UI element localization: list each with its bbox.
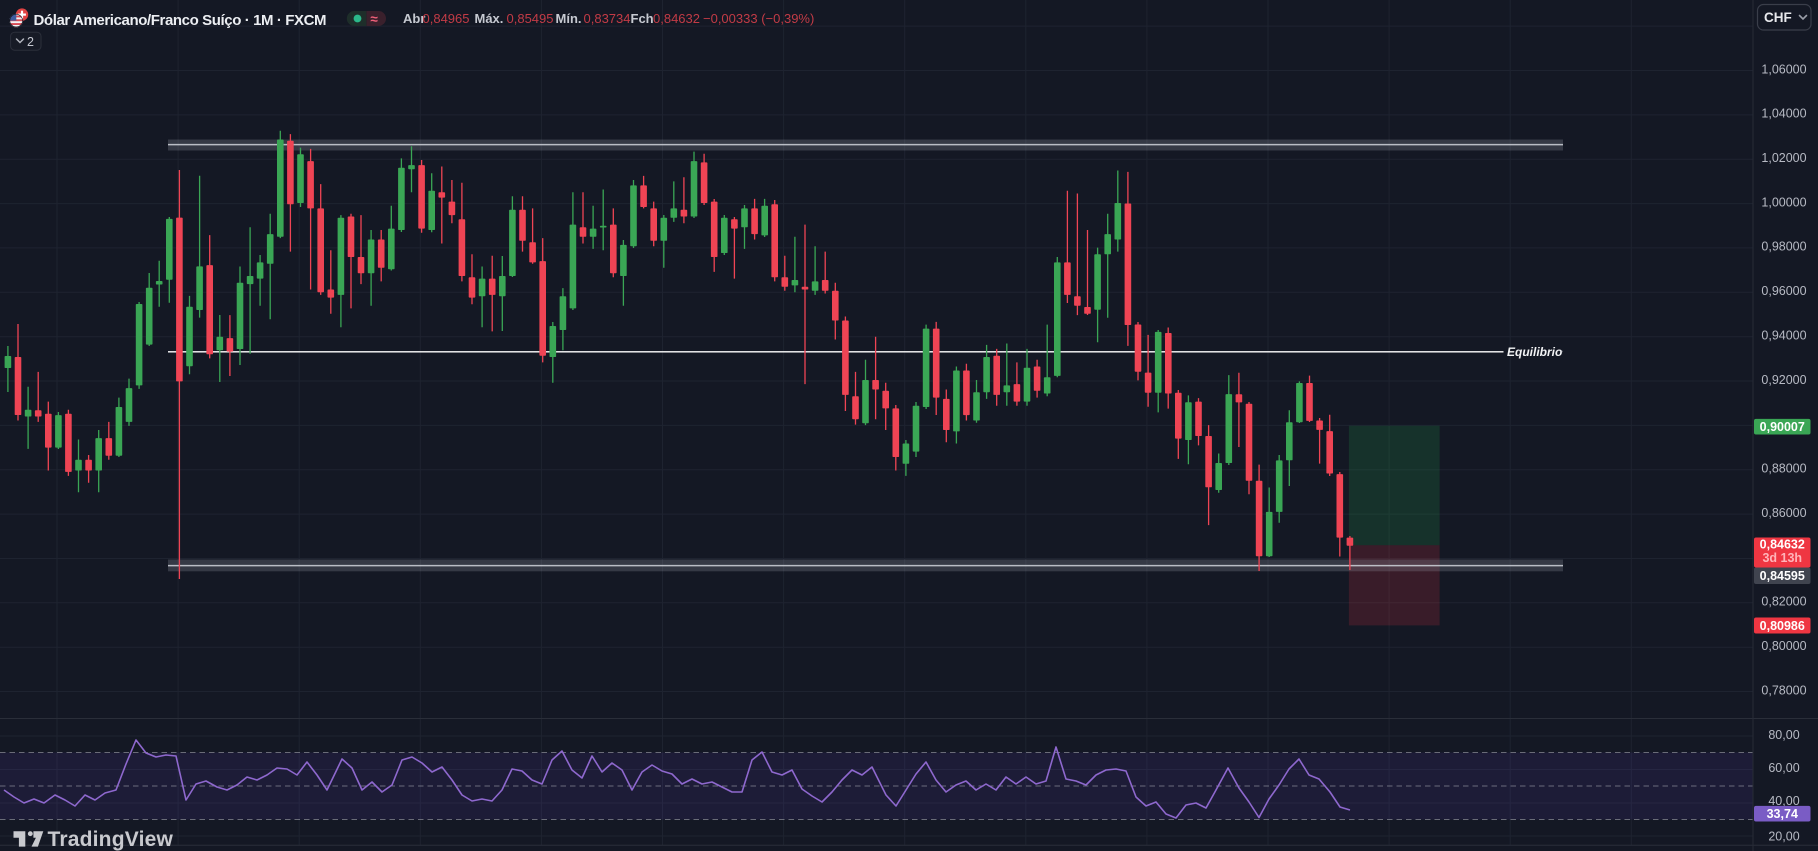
svg-text:0,94000: 0,94000 (1761, 329, 1806, 343)
svg-text:Equilibrio: Equilibrio (1507, 345, 1562, 359)
svg-text:0,96000: 0,96000 (1761, 284, 1806, 298)
svg-text:0,86000: 0,86000 (1761, 506, 1806, 520)
svg-text:1,04000: 1,04000 (1761, 107, 1806, 121)
svg-text:0,84965: 0,84965 (423, 11, 470, 26)
svg-text:TradingView: TradingView (48, 828, 174, 851)
svg-text:≈: ≈ (371, 12, 379, 27)
svg-text:Mín.: Mín. (556, 11, 582, 26)
svg-text:0,85495: 0,85495 (507, 11, 554, 26)
svg-text:CHF: CHF (1764, 10, 1792, 25)
svg-text:Fch: Fch (631, 11, 654, 26)
svg-text:33,74: 33,74 (1767, 807, 1798, 821)
svg-text:Máx.: Máx. (475, 11, 504, 26)
svg-text:1,06000: 1,06000 (1761, 62, 1806, 76)
svg-text:20,00: 20,00 (1768, 829, 1799, 843)
svg-text:0,82000: 0,82000 (1761, 595, 1806, 609)
svg-text:2: 2 (27, 35, 34, 49)
svg-text:1,00000: 1,00000 (1761, 195, 1806, 209)
svg-text:40,00: 40,00 (1768, 794, 1799, 808)
svg-text:0,92000: 0,92000 (1761, 373, 1806, 387)
svg-text:−0,00333 (−0,39%): −0,00333 (−0,39%) (703, 11, 814, 26)
svg-text:0,90007: 0,90007 (1760, 420, 1805, 434)
svg-text:3d 13h: 3d 13h (1762, 551, 1802, 565)
svg-text:Abr: Abr (403, 11, 425, 26)
svg-text:0,80986: 0,80986 (1760, 619, 1805, 633)
svg-text:0,84632: 0,84632 (1760, 538, 1805, 552)
svg-text:0,84632: 0,84632 (653, 11, 700, 26)
svg-text:Dólar Americano/Franco Suíço ·: Dólar Americano/Franco Suíço · 1M · FXCM (34, 12, 327, 29)
svg-text:0,80000: 0,80000 (1761, 639, 1806, 653)
svg-text:0,88000: 0,88000 (1761, 462, 1806, 476)
svg-text:0,78000: 0,78000 (1761, 683, 1806, 697)
svg-text:0,83734: 0,83734 (584, 11, 631, 26)
svg-text:80,00: 80,00 (1768, 728, 1799, 742)
svg-text:0,84595: 0,84595 (1760, 569, 1805, 583)
svg-text:1,02000: 1,02000 (1761, 151, 1806, 165)
svg-text:60,00: 60,00 (1768, 761, 1799, 775)
svg-text:0,98000: 0,98000 (1761, 240, 1806, 254)
